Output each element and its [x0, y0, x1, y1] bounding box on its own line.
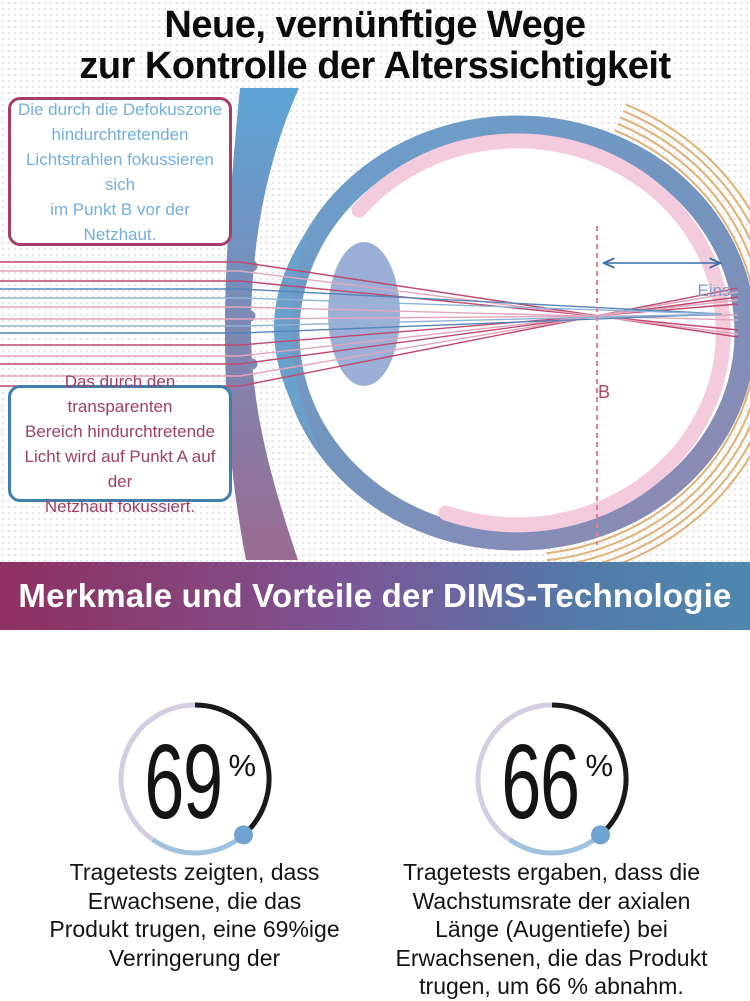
- stat-caption-66: Tragetests ergaben, dass die Wachstumsra…: [375, 858, 728, 1001]
- page-title-line1: Neue, vernünftige Wege: [164, 4, 586, 46]
- infographic-top-section: Neue, vernünftige Wege zur Kontrolle der…: [0, 0, 750, 630]
- light-rays-red-light: [0, 270, 739, 377]
- banner-text: Merkmale und Vorteile der DIMS-Technolog…: [18, 577, 732, 614]
- spectacle-lens: [225, 88, 299, 560]
- percent-symbol: %: [228, 748, 257, 783]
- callout-transparent-line: Licht wird auf Punkt A auf der: [24, 446, 216, 491]
- eye-retina: [351, 133, 731, 533]
- section-banner: Merkmale und Vorteile der DIMS-Technolog…: [0, 562, 750, 630]
- callout-transparent-zone: Das durch den transparenten Bereich hind…: [8, 372, 232, 516]
- stat-69-percent: 69 % Tragetests zeigten, dass Erwachsene…: [0, 694, 375, 1000]
- caption-line: Tragetests zeigten, dass: [69, 859, 320, 885]
- caption-line: trugen, um 66 % abnahm.: [419, 973, 684, 999]
- page-title-line2: zur Kontrolle der Alterssichtigkeit: [79, 45, 671, 87]
- page-title: Neue, vernünftige Wege zur Kontrolle der…: [0, 5, 750, 87]
- donut-dot: [233, 825, 253, 845]
- callout-defocus-zone: Die durch die Defokuszone hindurchtreten…: [8, 97, 232, 246]
- light-rays-blue-light: [0, 297, 723, 327]
- caption-line: Länge (Augentiefe) bei: [435, 916, 668, 942]
- donut-dot: [590, 825, 610, 845]
- callout-transparent-line: Netzhaut fokussiert.: [44, 496, 196, 516]
- callout-transparent-line: Das durch den transparenten: [64, 371, 176, 416]
- callout-defocus-line: hindurchtretenden: [51, 124, 189, 144]
- donut-arc-blue: [150, 832, 245, 856]
- crystalline-lens: [328, 242, 400, 386]
- caption-line: Erwachsenen, die das Produkt: [395, 944, 708, 971]
- percent-value-66: 66: [500, 723, 580, 841]
- label-eins: Eins: [697, 281, 730, 300]
- caption-line: Verringerung der: [108, 944, 281, 971]
- donut-arc-lavender: [475, 702, 552, 842]
- eye-diagram: Eins B: [0, 88, 750, 562]
- defocus-segment: [246, 260, 258, 272]
- label-b: B: [598, 382, 610, 402]
- donut-arc-lavender: [118, 702, 195, 842]
- donut-ring-66: [475, 702, 629, 856]
- stat-caption-69: Tragetests zeigten, dass Erwachsene, die…: [14, 858, 375, 972]
- defocus-segment: [246, 358, 258, 370]
- caption-line: Tragetests ergaben, dass die: [402, 859, 701, 885]
- caption-line: Erwachsene, die das: [87, 887, 302, 914]
- callout-defocus-line: im Punkt B vor der Netzhaut.: [50, 199, 190, 244]
- donut-ring-69: [118, 702, 272, 856]
- stats-section: 69 % Tragetests zeigten, dass Erwachsene…: [0, 630, 750, 1000]
- callout-defocus-line: Lichtstrahlen fokussieren sich: [25, 149, 215, 194]
- callout-defocus-line: Die durch die Defokuszone: [17, 99, 223, 119]
- stat-66-percent: 66 % Tragetests ergaben, dass die Wachst…: [375, 694, 750, 1000]
- caption-line: Produkt trugen, eine 69%ige: [49, 916, 340, 942]
- cornea: [274, 216, 320, 450]
- donut-arc-main: [194, 702, 272, 837]
- percent-symbol: %: [585, 748, 614, 783]
- light-rays-blue: [0, 288, 723, 334]
- donut-arc-blue: [507, 832, 602, 856]
- percent-value-69: 69: [143, 723, 223, 841]
- caption-line: Wachstumsrate der axialen: [412, 887, 691, 914]
- defocus-segment: [244, 310, 256, 322]
- donut-chart-69: 69 %: [110, 694, 280, 864]
- fiber-arcs: [546, 103, 750, 562]
- donut-arc-main: [551, 702, 629, 837]
- callout-transparent-line: Bereich hindurchtretende: [25, 421, 215, 441]
- donut-chart-66: 66 %: [467, 694, 637, 864]
